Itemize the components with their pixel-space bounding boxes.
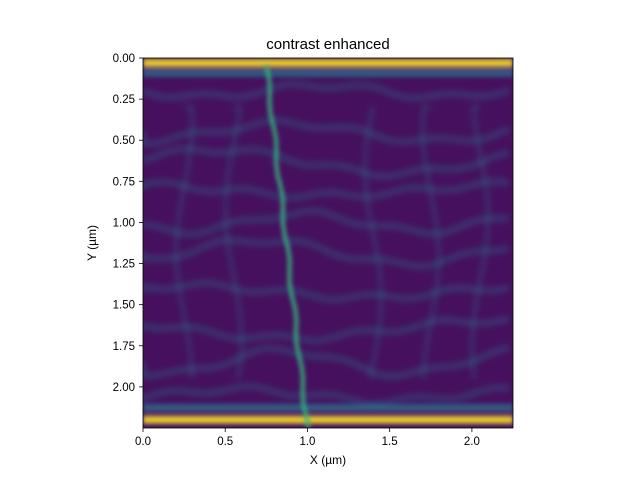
bright-band [143, 58, 513, 67]
chart-title: contrast enhanced [266, 36, 389, 53]
x-tick-label: 1.0 [299, 436, 315, 448]
stripe [143, 316, 510, 343]
y-tick-label: 1.75 [113, 341, 135, 353]
y-tick-label: 1.25 [113, 259, 135, 271]
y-tick-label: 0.00 [113, 53, 135, 65]
diagonal-feature [264, 65, 311, 428]
stripe [143, 384, 510, 406]
stripe [143, 146, 510, 179]
y-axis-label: Y (µm) [85, 225, 99, 261]
stripe [143, 238, 510, 269]
x-tick-label: 2.0 [464, 436, 480, 448]
stripe [143, 208, 510, 237]
x-tick-label: 1.5 [382, 436, 398, 448]
stripe [143, 281, 510, 302]
stripe [143, 179, 510, 200]
y-tick-label: 0.50 [113, 135, 135, 147]
diagonal-line [264, 65, 311, 428]
y-axis: 0.00 0.25 0.50 0.75 1.00 1.25 1.50 1.75 2.00 [113, 53, 143, 394]
bright-bands [143, 58, 513, 424]
stripe [223, 105, 244, 379]
x-tick-label: 0.0 [135, 436, 151, 448]
stripe [143, 345, 510, 379]
bright-band [143, 415, 513, 424]
y-tick-label: 1.50 [113, 300, 135, 312]
x-tick-label: 0.5 [217, 436, 233, 448]
stripe [363, 105, 383, 380]
y-tick-label: 1.00 [113, 217, 135, 229]
x-axis: 0.0 0.5 1.0 1.5 2.0 [135, 428, 480, 448]
stripe [143, 118, 510, 146]
wavy-stripes [143, 81, 510, 406]
heatmap-background [143, 58, 513, 428]
heatmap-image [143, 58, 513, 428]
stripe [421, 105, 441, 379]
bright-band-halo [143, 68, 513, 77]
y-tick-label: 2.00 [113, 382, 135, 394]
y-tick-label: 0.75 [113, 176, 135, 188]
stripe [174, 105, 194, 379]
y-tick-label: 0.25 [113, 94, 135, 106]
stripe [470, 105, 490, 379]
stripe [143, 81, 510, 101]
bright-band-halo [143, 403, 513, 412]
x-axis-label: X (µm) [310, 453, 346, 467]
plot-frame [142, 57, 514, 429]
